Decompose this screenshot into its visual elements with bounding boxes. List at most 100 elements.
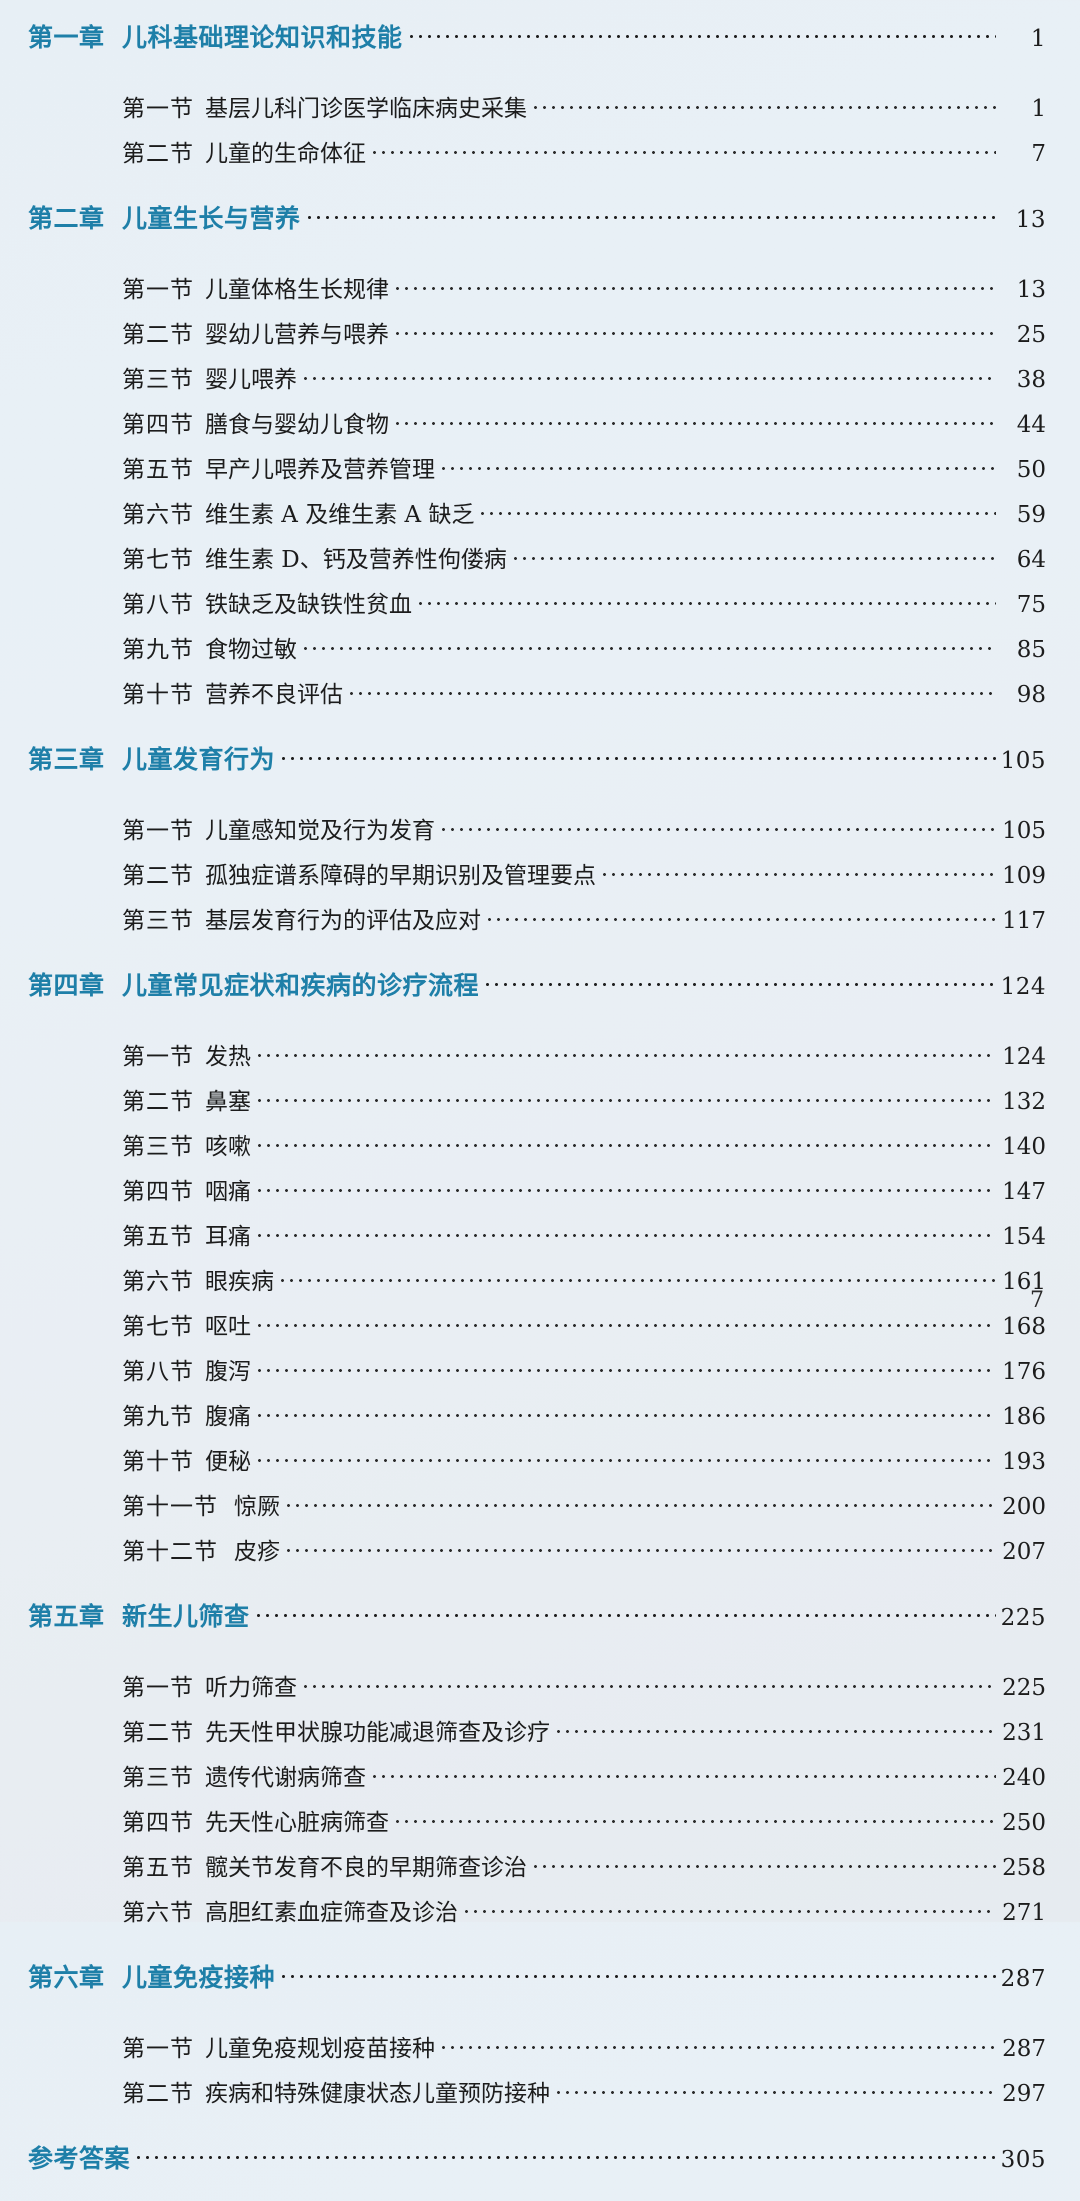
- leader-dots: [370, 138, 996, 161]
- chapter-title: 儿童生长与营养: [122, 204, 301, 233]
- toc-section-row[interactable]: 第一节 基层儿科门诊医学临床病史采集 1: [0, 89, 1080, 134]
- section-title: 维生素 D、钙及营养性佝偻病: [205, 547, 507, 573]
- toc-section-row[interactable]: 第七节 维生素 D、钙及营养性佝偻病 64: [0, 540, 1080, 585]
- toc-chapter-row[interactable]: 第五章 新生儿筛查 225: [0, 1597, 1080, 1659]
- section-title: 耳痛: [205, 1224, 251, 1250]
- chapter-title: 儿科基础理论知识和技能: [122, 23, 403, 52]
- toc-section-row[interactable]: 第八节 腹泻 176: [0, 1352, 1080, 1397]
- page-number: 1: [1031, 96, 1046, 122]
- toc-section-row[interactable]: 第一节 发热 124: [0, 1037, 1080, 1082]
- toc-section-row[interactable]: 第一节 听力筛查 225: [0, 1668, 1080, 1713]
- chapter-title: 新生儿筛查: [122, 1602, 250, 1631]
- section-number: 第五节: [122, 1224, 194, 1250]
- section-title: 基层儿科门诊医学临床病史采集: [205, 96, 527, 122]
- page-number: 132: [1002, 1089, 1046, 1115]
- toc-section-row[interactable]: 第四节 先天性心脏病筛查 250: [0, 1803, 1080, 1848]
- toc-section-row[interactable]: 第三节 咳嗽 140: [0, 1127, 1080, 1172]
- toc-section-row[interactable]: 第四节 膳食与婴幼儿食物 44: [0, 405, 1080, 450]
- leader-dots: [406, 21, 996, 46]
- toc-section-row[interactable]: 第六节 维生素 A 及维生素 A 缺乏 59: [0, 495, 1080, 540]
- leader-dots: [462, 1897, 996, 1920]
- section-title: 眼疾病: [205, 1269, 274, 1295]
- toc-section-row[interactable]: 第一节 儿童体格生长规律 13: [0, 270, 1080, 315]
- leader-dots: [301, 1672, 996, 1695]
- leader-dots: [255, 1401, 996, 1424]
- leader-dots: [393, 409, 996, 432]
- page-number: 161: [1002, 1269, 1046, 1295]
- toc-section-row[interactable]: 第十二节 皮疹 207: [0, 1532, 1080, 1577]
- toc-section-row[interactable]: 第十节 营养不良评估 98: [0, 675, 1080, 720]
- section-title: 呕吐: [205, 1314, 251, 1340]
- toc-section-row[interactable]: 第一节 儿童感知觉及行为发育 105: [0, 811, 1080, 856]
- section-title: 儿童体格生长规律: [205, 277, 389, 303]
- page-number: 98: [1016, 682, 1046, 708]
- toc-section-row[interactable]: 第二节 疾病和特殊健康状态儿童预防接种 297: [0, 2074, 1080, 2119]
- section-title: 听力筛查: [205, 1675, 297, 1701]
- toc-chapter-row[interactable]: 第三章 儿童发育行为 105: [0, 740, 1080, 802]
- toc-chapter-row[interactable]: 第六章 儿童免疫接种 287: [0, 1958, 1080, 2020]
- toc-chapter-row[interactable]: 第二章 儿童生长与营养 13: [0, 199, 1080, 261]
- chapter-title: 儿童常见症状和疾病的诊疗流程: [122, 971, 480, 1000]
- spacer: [0, 2020, 1080, 2029]
- section-number: 第二节: [122, 2081, 194, 2107]
- toc-section-row[interactable]: 第四节 咽痛 147: [0, 1172, 1080, 1217]
- section-number: 第一节: [122, 1675, 194, 1701]
- leader-dots: [531, 1852, 996, 1875]
- toc-section-row[interactable]: 第三节 基层发育行为的评估及应对 117: [0, 901, 1080, 946]
- section-title: 食物过敏: [205, 637, 297, 663]
- section-number: 第一节: [122, 96, 194, 122]
- page-number: 7: [1031, 141, 1046, 167]
- toc-section-row[interactable]: 第九节 腹痛 186: [0, 1397, 1080, 1442]
- page-number: 64: [1016, 547, 1046, 573]
- toc-section-row[interactable]: 第九节 食物过敏 85: [0, 630, 1080, 675]
- toc-section-row[interactable]: 第二节 婴幼儿营养与喂养 25: [0, 315, 1080, 360]
- toc-section-row[interactable]: 第三节 婴儿喂养 38: [0, 360, 1080, 405]
- toc-section-row[interactable]: 第二节 鼻塞 132: [0, 1082, 1080, 1127]
- toc-section-row[interactable]: 第二节 孤独症谱系障碍的早期识别及管理要点 109: [0, 856, 1080, 901]
- toc-section-row[interactable]: 第十节 便秘 193: [0, 1442, 1080, 1487]
- chapter-number: 第二章: [28, 204, 105, 233]
- toc-section-row[interactable]: 第五节 早产儿喂养及营养管理 50: [0, 450, 1080, 495]
- toc-section-row[interactable]: 第二节 儿童的生命体征 7: [0, 134, 1080, 179]
- section-title: 咽痛: [205, 1179, 251, 1205]
- page-number: 59: [1016, 502, 1046, 528]
- page-number: 193: [1002, 1449, 1046, 1475]
- page-number: 85: [1016, 637, 1046, 663]
- spacer: [0, 1659, 1080, 1668]
- page-number: 25: [1016, 322, 1046, 348]
- leader-dots: [255, 1041, 996, 1064]
- page-number: 176: [1002, 1359, 1046, 1385]
- section-title: 咳嗽: [205, 1134, 251, 1160]
- toc-section-row[interactable]: 第三节 遗传代谢病筛查 240: [0, 1758, 1080, 1803]
- toc-section-row[interactable]: 第五节 耳痛 154: [0, 1217, 1080, 1262]
- toc-section-row[interactable]: 第六节 高胆红素血症筛查及诊治 271: [0, 1893, 1080, 1938]
- toc-section-row[interactable]: 第二节 先天性甲状腺功能减退筛查及诊疗 231: [0, 1713, 1080, 1758]
- page-number: 124: [1000, 974, 1046, 1000]
- section-number: 第十一节: [122, 1494, 218, 1520]
- leader-dots: [485, 905, 996, 928]
- page-number: 44: [1016, 412, 1046, 438]
- toc-section-row[interactable]: 第十一节 惊厥 200: [0, 1487, 1080, 1532]
- leader-dots: [279, 743, 996, 768]
- toc-section-row[interactable]: 第五节 髋关节发育不良的早期筛查诊治 258: [0, 1848, 1080, 1893]
- section-title: 便秘: [205, 1449, 251, 1475]
- page-number: 124: [1002, 1044, 1046, 1070]
- leader-dots: [439, 454, 996, 477]
- page-number: 207: [1002, 1539, 1046, 1565]
- section-number: 第一节: [122, 1044, 194, 1070]
- toc-chapter-row[interactable]: 第一章 儿科基础理论知识和技能 1: [0, 18, 1080, 80]
- toc-chapter-row[interactable]: 第四章 儿童常见症状和疾病的诊疗流程 124: [0, 966, 1080, 1028]
- toc-section-row[interactable]: 第七节 呕吐 168: [0, 1307, 1080, 1352]
- leader-dots: [255, 1356, 996, 1379]
- chapter-title: 儿童发育行为: [122, 745, 276, 774]
- toc-back-matter-row[interactable]: 参考答案 305: [0, 2139, 1080, 2201]
- section-number: 第八节: [122, 1359, 194, 1385]
- toc-section-row[interactable]: 第一节 儿童免疫规划疫苗接种 287: [0, 2029, 1080, 2074]
- toc-section-row[interactable]: 第八节 铁缺乏及缺铁性贫血 75: [0, 585, 1080, 630]
- page-number: 186: [1002, 1404, 1046, 1430]
- page-number: 297: [1002, 2081, 1046, 2107]
- section-number: 第十二节: [122, 1539, 218, 1565]
- spacer: [0, 2119, 1080, 2139]
- page-number: 154: [1002, 1224, 1046, 1250]
- toc-section-row[interactable]: 第六节 眼疾病 161: [0, 1262, 1080, 1307]
